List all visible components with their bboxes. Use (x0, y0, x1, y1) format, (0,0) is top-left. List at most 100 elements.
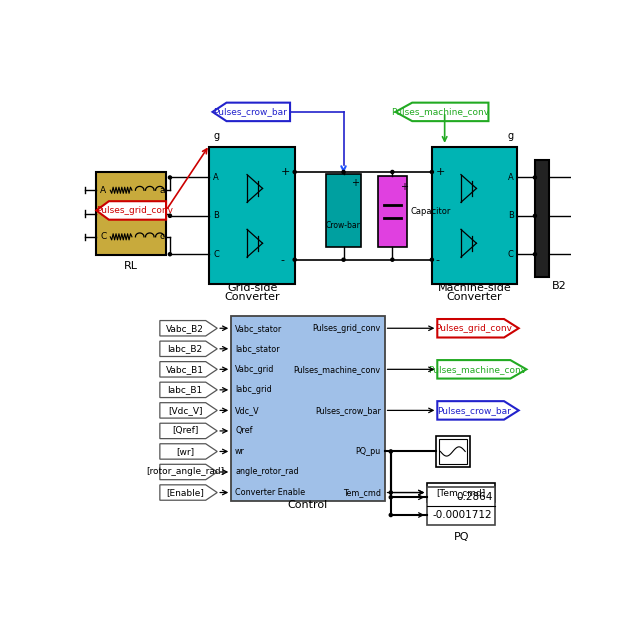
Text: Vabc_grid: Vabc_grid (235, 365, 275, 374)
Bar (427, 487, 495, 525)
Text: wr: wr (235, 447, 245, 456)
Text: Grid-side: Grid-side (227, 282, 277, 292)
Text: [Tem_cmd]: [Tem_cmd] (437, 488, 486, 497)
Text: Converter Enable: Converter Enable (235, 488, 305, 497)
Text: B2: B2 (552, 281, 567, 291)
Text: Iabc_B1: Iabc_B1 (167, 386, 203, 394)
Circle shape (391, 171, 394, 174)
Circle shape (389, 514, 392, 517)
Polygon shape (437, 360, 526, 379)
Text: B: B (213, 211, 219, 221)
Text: Tem_cmd: Tem_cmd (343, 488, 381, 497)
Circle shape (391, 258, 394, 261)
Circle shape (293, 171, 296, 174)
Text: Pulses_crow_bar: Pulses_crow_bar (213, 108, 287, 116)
Text: RL: RL (124, 261, 138, 271)
Text: Pulses_grid_conv: Pulses_grid_conv (313, 324, 381, 332)
Text: PQ: PQ (453, 531, 469, 541)
Text: A: A (508, 173, 514, 182)
Text: -: - (281, 255, 285, 265)
Text: C: C (100, 232, 107, 241)
Bar (231, 316, 385, 501)
Text: Crow-bar: Crow-bar (326, 221, 361, 230)
Polygon shape (160, 485, 217, 500)
Text: Vabc_B2: Vabc_B2 (166, 324, 204, 332)
Text: B: B (508, 211, 514, 221)
Text: C: C (213, 250, 219, 259)
Polygon shape (160, 341, 217, 357)
Text: Iabc_stator: Iabc_stator (235, 344, 280, 353)
Bar (535, 161, 549, 277)
Text: Capacitor: Capacitor (410, 207, 451, 216)
Circle shape (430, 171, 434, 174)
Text: -0.0001712: -0.0001712 (432, 510, 493, 520)
Text: Pulses_machine_conv: Pulses_machine_conv (391, 108, 489, 116)
Text: [rotor_angle_rad]: [rotor_angle_rad] (146, 467, 224, 476)
Text: Vabc_stator: Vabc_stator (235, 324, 282, 332)
Text: Pulses_machine_conv: Pulses_machine_conv (429, 365, 526, 374)
Text: Iabc_grid: Iabc_grid (235, 386, 272, 394)
Polygon shape (437, 319, 519, 337)
Bar (209, 147, 295, 284)
Bar (439, 439, 467, 464)
Circle shape (389, 450, 392, 453)
Text: Control: Control (288, 501, 328, 510)
Text: Converter: Converter (224, 292, 280, 302)
Text: PQ_pu: PQ_pu (356, 447, 381, 456)
Polygon shape (96, 201, 166, 219)
Circle shape (389, 491, 392, 494)
Text: a: a (160, 186, 165, 195)
Circle shape (430, 258, 434, 261)
Text: Pulses_grid_conv: Pulses_grid_conv (96, 206, 173, 215)
Polygon shape (437, 401, 519, 420)
Text: g: g (508, 131, 514, 141)
Circle shape (389, 496, 392, 499)
Polygon shape (160, 423, 217, 439)
Circle shape (533, 176, 536, 179)
Bar (378, 176, 407, 247)
Text: Vdc_V: Vdc_V (235, 406, 260, 415)
Text: Qref: Qref (235, 426, 252, 436)
Polygon shape (160, 464, 217, 480)
Text: [Qref]: [Qref] (172, 426, 198, 436)
Polygon shape (160, 382, 217, 397)
Circle shape (533, 214, 536, 218)
Text: g: g (213, 131, 219, 141)
Text: -: - (436, 255, 440, 265)
Text: +: + (351, 178, 359, 188)
Text: 0.2864: 0.2864 (456, 493, 493, 502)
Text: A: A (213, 173, 219, 182)
Polygon shape (160, 444, 217, 459)
Bar (96, 172, 166, 255)
Polygon shape (160, 403, 217, 418)
Text: Pulses_grid_conv: Pulses_grid_conv (436, 324, 512, 332)
Text: b: b (160, 209, 165, 218)
Text: +: + (436, 167, 445, 177)
Text: Iabc_B2: Iabc_B2 (167, 344, 203, 353)
Text: Pulses_machine_conv: Pulses_machine_conv (294, 365, 381, 374)
Polygon shape (160, 362, 217, 377)
Text: Converter: Converter (447, 292, 502, 302)
Circle shape (169, 253, 171, 256)
Text: +: + (281, 167, 290, 177)
Bar (326, 174, 361, 247)
Polygon shape (212, 103, 290, 121)
Text: Pulses_crow_bar: Pulses_crow_bar (437, 406, 511, 415)
Text: Vabc_B1: Vabc_B1 (166, 365, 204, 374)
Bar (432, 147, 517, 284)
Text: angle_rotor_rad: angle_rotor_rad (235, 467, 299, 476)
Polygon shape (396, 103, 488, 121)
Bar (436, 436, 470, 467)
Circle shape (342, 171, 345, 174)
Text: c: c (160, 232, 165, 241)
Text: [Vdc_V]: [Vdc_V] (168, 406, 202, 415)
Circle shape (169, 214, 171, 218)
Text: +: + (399, 182, 408, 192)
Circle shape (293, 258, 296, 261)
Text: B: B (100, 209, 107, 218)
Bar (427, 483, 495, 502)
Text: A: A (100, 186, 107, 195)
Text: C: C (508, 250, 514, 259)
Text: Machine-side: Machine-side (437, 282, 512, 292)
Circle shape (533, 253, 536, 256)
